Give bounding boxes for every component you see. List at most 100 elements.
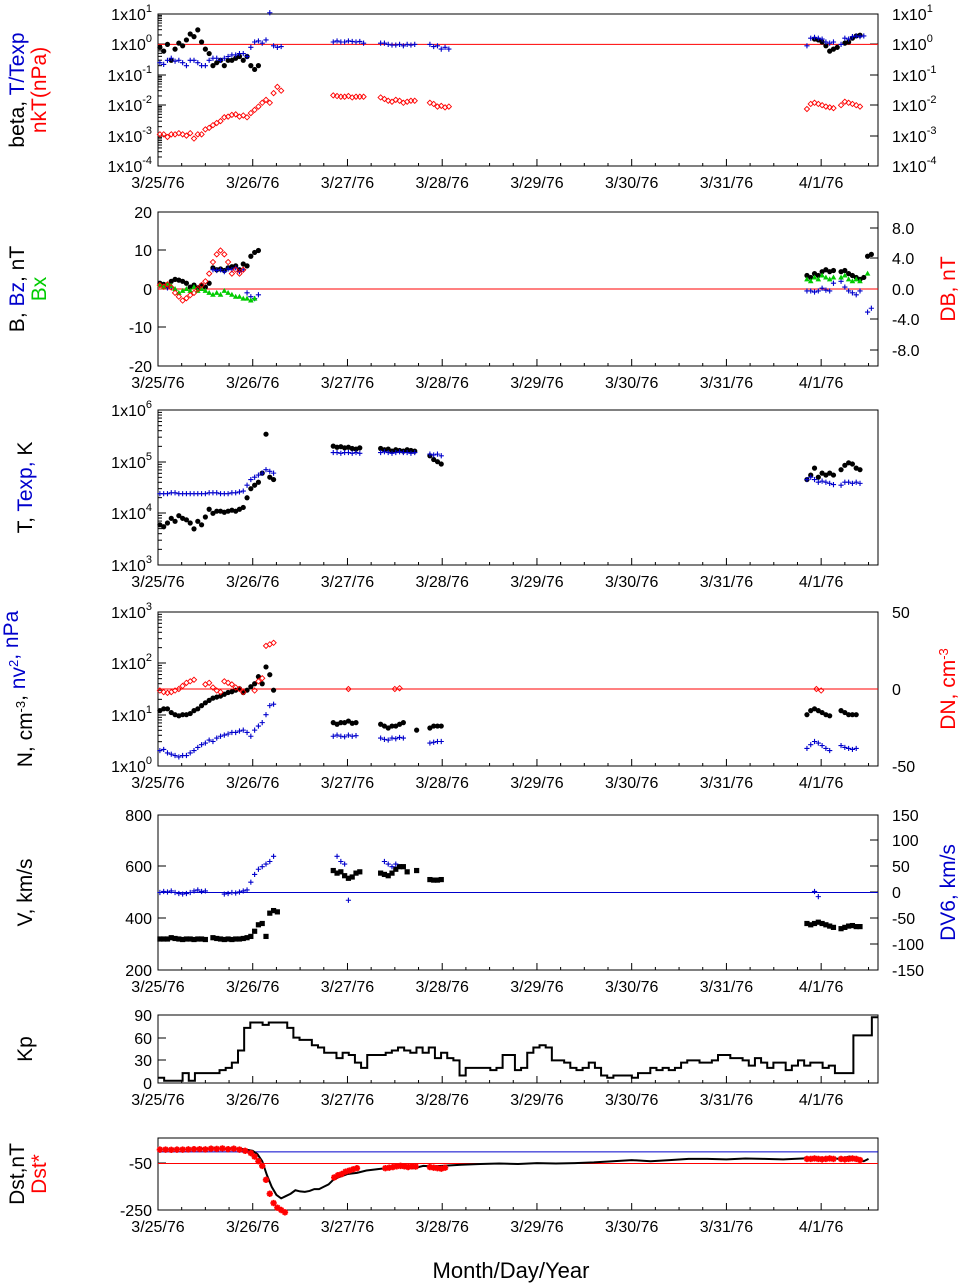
- data-point: [431, 452, 437, 458]
- data-point: [244, 729, 250, 736]
- data-point: [393, 861, 399, 867]
- data-point: [389, 735, 395, 741]
- data-point: [274, 44, 280, 50]
- data-point: [176, 754, 182, 760]
- data-point: [259, 470, 265, 476]
- data-point: [225, 731, 231, 737]
- data-point: [185, 1146, 192, 1153]
- x-tick-label: 3/25/76: [131, 175, 184, 192]
- data-point: [803, 1155, 811, 1163]
- data-point: [852, 101, 860, 109]
- data-point: [431, 723, 437, 729]
- data-point: [210, 63, 216, 69]
- data-point: [445, 103, 453, 110]
- x-tick-label: 3/26/76: [226, 375, 279, 392]
- data-point: [274, 83, 281, 91]
- series-beta: [157, 27, 863, 73]
- x-tick-label: 3/27/76: [321, 1092, 374, 1109]
- data-point: [252, 928, 258, 934]
- data-point: [427, 451, 433, 457]
- data-point: [345, 732, 352, 738]
- data-point: [270, 476, 277, 483]
- data-point: [175, 685, 183, 693]
- data-point: [198, 742, 205, 748]
- data-point: [172, 286, 178, 291]
- data-point: [846, 288, 852, 294]
- data-point: [804, 43, 810, 49]
- data-point: [164, 41, 171, 48]
- x-tick-label: 3/28/76: [416, 574, 469, 591]
- data-point: [827, 480, 833, 486]
- data-point: [266, 99, 274, 107]
- data-point: [240, 266, 247, 273]
- data-point: [248, 476, 254, 483]
- data-point: [168, 1146, 175, 1154]
- y2-tick-label: -50: [892, 911, 915, 928]
- data-point: [214, 490, 220, 496]
- data-point: [338, 1170, 345, 1178]
- data-point: [183, 63, 190, 69]
- data-point: [210, 291, 216, 297]
- data-point: [262, 1176, 270, 1184]
- data-point: [195, 285, 201, 291]
- y2-tick-label: 100: [892, 833, 919, 850]
- x-tick-label: 3/30/76: [605, 574, 658, 591]
- panel-beta: 3/25/76 3/26/76 3/27/76 3/28/76 3/29/76 3/30/…: [6, 3, 936, 192]
- data-point: [205, 270, 213, 277]
- data-point: [228, 681, 236, 688]
- data-point: [180, 936, 186, 943]
- data-point: [400, 735, 406, 741]
- series-n: [157, 664, 859, 733]
- y-tick-label: 1x10-4: [108, 155, 152, 176]
- data-point: [259, 681, 265, 687]
- data-point: [244, 263, 250, 269]
- data-point: [157, 60, 163, 66]
- data-point: [853, 1155, 860, 1163]
- data-point: [225, 491, 231, 497]
- data-point: [183, 517, 190, 523]
- data-point: [431, 739, 437, 745]
- data-point: [270, 43, 277, 49]
- data-point: [389, 864, 395, 870]
- data-point: [393, 1163, 400, 1170]
- data-point: [270, 1199, 277, 1207]
- data-point: [434, 1164, 441, 1172]
- data-point: [857, 34, 863, 40]
- data-point: [187, 750, 193, 756]
- x-tick-label: 3/28/76: [416, 775, 469, 792]
- data-point: [183, 295, 190, 302]
- data-point: [815, 479, 821, 485]
- data-point: [176, 57, 182, 63]
- data-point: [414, 867, 420, 874]
- data-point: [202, 278, 209, 285]
- data-point: [221, 55, 227, 61]
- data-point: [830, 104, 837, 112]
- data-point: [263, 467, 269, 473]
- x-tick-label: 3/31/76: [700, 979, 753, 996]
- data-point: [202, 740, 208, 746]
- series-v: [157, 864, 863, 943]
- data-point: [263, 431, 269, 437]
- y-axis-label: Dst,nTDst*: [6, 1143, 51, 1205]
- data-point: [255, 472, 262, 478]
- data-point: [236, 685, 243, 693]
- data-point: [252, 681, 258, 687]
- data-point: [267, 703, 273, 709]
- x-tick-label: 3/26/76: [226, 574, 279, 591]
- data-point: [221, 678, 228, 685]
- data-point: [384, 97, 392, 104]
- x-tick-label: 3/29/76: [510, 979, 563, 996]
- data-point: [258, 99, 266, 107]
- data-point: [209, 258, 217, 266]
- data-point: [845, 1155, 852, 1163]
- data-point: [198, 522, 205, 528]
- data-point: [408, 450, 414, 456]
- x-tick-label: 3/26/76: [226, 175, 279, 192]
- y-axis-label: Kp: [14, 1036, 37, 1062]
- series-nv2-npa: [157, 701, 859, 760]
- data-point: [213, 289, 220, 295]
- data-point: [438, 1165, 445, 1172]
- data-point: [400, 720, 406, 726]
- data-point: [815, 272, 821, 279]
- series-dn: [156, 639, 825, 697]
